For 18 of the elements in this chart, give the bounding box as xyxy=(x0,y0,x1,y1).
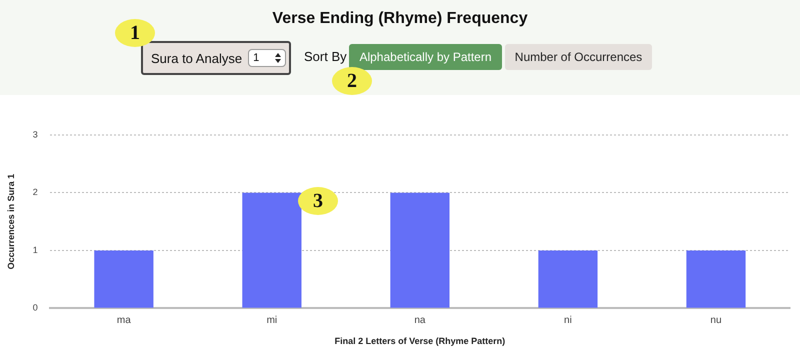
x-tick-label: ma xyxy=(116,314,132,326)
callout-badge: 3 xyxy=(298,187,338,215)
sura-selector: Sura to Analyse 1 xyxy=(141,41,291,75)
y-tick-label: 1 xyxy=(32,244,38,255)
number-field: 1 xyxy=(248,49,286,67)
y-axis-title: Occurrences in Sura 1 xyxy=(6,174,16,270)
x-tick-label: na xyxy=(414,314,426,326)
x-tick-label: nu xyxy=(710,314,722,326)
x-tick-label: mi xyxy=(266,314,278,326)
chart-title: Verse Ending (Rhyme) Frequency xyxy=(272,10,528,27)
y-tick-label: 2 xyxy=(32,187,38,198)
x-tick-label: ni xyxy=(564,314,572,326)
sort-button: Number of Occurrences xyxy=(505,44,652,70)
text: Sort By xyxy=(304,49,347,64)
x-axis-title: Final 2 Letters of Verse (Rhyme Pattern) xyxy=(334,336,506,346)
y-tick-label: 3 xyxy=(32,129,38,140)
y-tick-label: 0 xyxy=(32,302,38,313)
sort-button: Alphabetically by Pattern xyxy=(349,44,502,70)
